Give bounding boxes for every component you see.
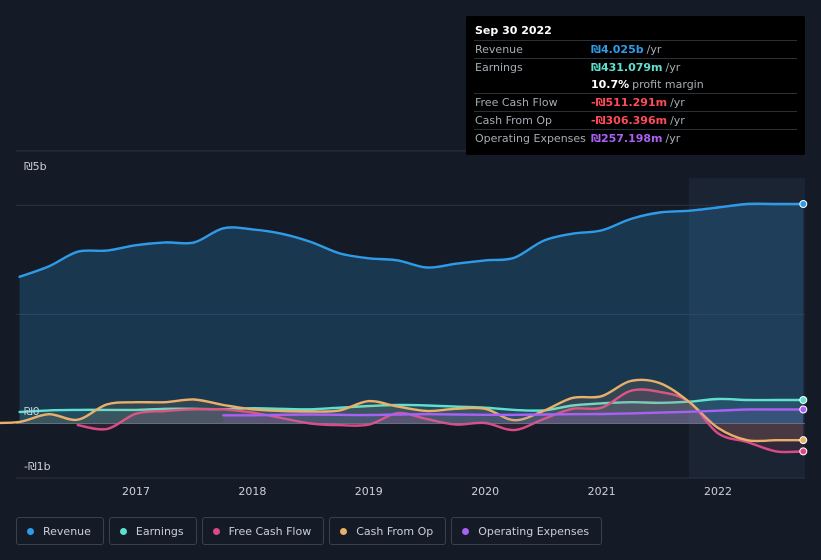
x-tick-label: 2019: [355, 485, 383, 498]
tooltip-row-revenue: Revenue ₪4.025b /yr: [474, 40, 797, 58]
opex-dot-icon: [462, 527, 470, 535]
revenue-end-point: [799, 200, 808, 208]
revenue-line: [18, 202, 805, 278]
tooltip-row-cfo: Cash From Op -₪306.396m /yr: [474, 111, 797, 129]
revenue-dot-icon: [27, 527, 34, 535]
tooltip-row-margin: 10.7% profit margin: [591, 78, 704, 91]
x-tick-label: 2018: [238, 485, 266, 498]
tooltip-row-fcf: Free Cash Flow -₪511.291m /yr: [474, 93, 797, 111]
earnings-dot-icon: [119, 527, 127, 535]
x-tick-label: 2020: [471, 485, 499, 498]
y-tick-label: -₪1b: [24, 460, 51, 473]
x-tick-label: 2021: [588, 485, 616, 498]
x-tick-label: 2022: [704, 485, 732, 498]
earnings-line: [18, 397, 805, 414]
free-cash-flow-end-point: [799, 447, 808, 456]
y-tick-label: ₪5b: [24, 160, 47, 173]
x-tick-label: 2017: [122, 485, 150, 498]
cfo-dot-icon: [340, 527, 348, 535]
tooltip-row-opex: Operating Expenses ₪257.198m /yr: [474, 129, 797, 147]
revenue-value: ₪4.025b: [591, 43, 644, 56]
revenue-area: [19, 203, 804, 424]
plot-area: [16, 178, 805, 478]
cfo-value: -₪306.396m: [591, 114, 668, 127]
legend-cash-from-op[interactable]: Cash From Op: [329, 517, 447, 545]
tooltip-row-earnings: Earnings ₪431.079m /yr: [474, 58, 797, 76]
operating-expenses-line: [222, 408, 805, 417]
legend-free-cash-flow[interactable]: Free Cash Flow: [201, 517, 325, 545]
tooltip-date: Sep 30 2022: [475, 24, 552, 37]
fcf-dot-icon: [212, 527, 220, 535]
legend-earnings[interactable]: Earnings: [108, 517, 197, 545]
forecast-region: [688, 178, 805, 478]
tooltip: Sep 30 2022 Revenue ₪4.025b /yr Earnings…: [466, 16, 805, 155]
operating-expenses-end-point: [799, 405, 808, 414]
earnings-end-point: [799, 395, 808, 404]
earnings-value: ₪431.079m: [591, 61, 663, 74]
cash-from-op-line: [0, 378, 805, 443]
cash-from-op-area: [0, 379, 804, 442]
cash-from-op-end-point: [799, 436, 808, 445]
chart: 2017 2018 2019 2020 2021 2022: [0, 150, 808, 498]
free-cash-flow-area: [77, 389, 804, 453]
legend-revenue[interactable]: Revenue: [16, 517, 104, 545]
profit-margin-value: 10.7%: [591, 78, 630, 91]
opex-value: ₪257.198m: [591, 132, 663, 145]
legend-operating-expenses[interactable]: Operating Expenses: [451, 517, 603, 545]
legend: Revenue Earnings Free Cash Flow Cash Fro…: [16, 517, 603, 547]
y-tick-label: ₪0: [24, 405, 40, 418]
fcf-value: -₪511.291m: [591, 96, 668, 109]
